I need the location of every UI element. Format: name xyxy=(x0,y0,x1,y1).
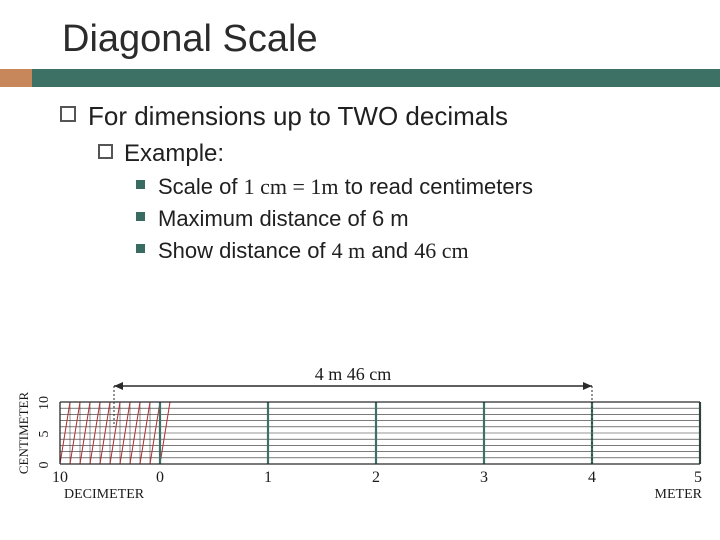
square-bullet-filled-icon xyxy=(136,212,145,221)
lvl3a-serif: 1 cm = 1m xyxy=(244,174,339,199)
svg-text:0: 0 xyxy=(156,469,164,486)
bullet-lvl3-c: Show distance of 4 m and 46 cm xyxy=(158,238,720,264)
title-block: Diagonal Scale xyxy=(0,0,720,61)
square-bullet-icon xyxy=(98,144,113,159)
lvl3a-pre: Scale of xyxy=(158,174,244,199)
svg-text:DECIMETER: DECIMETER xyxy=(64,487,145,502)
square-bullet-icon xyxy=(60,106,76,122)
body-text: For dimensions up to TWO decimals Exampl… xyxy=(0,87,720,264)
svg-text:1: 1 xyxy=(264,469,272,486)
bullet-lvl3-b: Maximum distance of 6 m xyxy=(158,206,720,232)
accent-stripe-right xyxy=(32,69,720,87)
lvl3b-text: Maximum distance of 6 m xyxy=(158,206,409,231)
bullet-lvl1: For dimensions up to TWO decimals xyxy=(88,101,720,132)
lvl3a-post: to read centimeters xyxy=(339,174,533,199)
svg-text:5: 5 xyxy=(694,469,702,486)
svg-text:CENTIMETER: CENTIMETER xyxy=(16,392,31,475)
svg-text:10: 10 xyxy=(52,469,68,486)
svg-text:0: 0 xyxy=(37,462,52,469)
lvl2-text: Example: xyxy=(124,140,224,167)
slide-title: Diagonal Scale xyxy=(62,18,720,61)
accent-stripe-left xyxy=(0,69,32,87)
slide: Diagonal Scale For dimensions up to TWO … xyxy=(0,0,720,540)
svg-text:METER: METER xyxy=(655,487,703,502)
accent-stripe xyxy=(0,69,720,87)
square-bullet-filled-icon xyxy=(136,180,145,189)
svg-text:3: 3 xyxy=(480,469,488,486)
svg-text:4: 4 xyxy=(588,469,596,486)
square-bullet-filled-icon xyxy=(136,244,145,253)
bullet-lvl2: Example: xyxy=(124,140,720,168)
svg-text:2: 2 xyxy=(372,469,380,486)
diagonal-scale-diagram: 4 m 46 cm10012345DECIMETERMETER1050CENTI… xyxy=(0,360,720,540)
lvl3c-serif2: 46 cm xyxy=(414,238,468,263)
svg-text:4 m 46 cm: 4 m 46 cm xyxy=(315,364,392,384)
lvl3c-mid: and xyxy=(365,238,414,263)
lvl3c-serif1: 4 m xyxy=(332,238,366,263)
lvl3c-pre: Show distance of xyxy=(158,238,332,263)
bullet-lvl3-a: Scale of 1 cm = 1m to read centimeters xyxy=(158,174,720,200)
diagram-svg: 4 m 46 cm10012345DECIMETERMETER1050CENTI… xyxy=(0,360,720,540)
lvl1-text: For dimensions up to TWO decimals xyxy=(88,101,508,131)
svg-text:10: 10 xyxy=(37,396,52,410)
svg-text:5: 5 xyxy=(37,431,52,438)
